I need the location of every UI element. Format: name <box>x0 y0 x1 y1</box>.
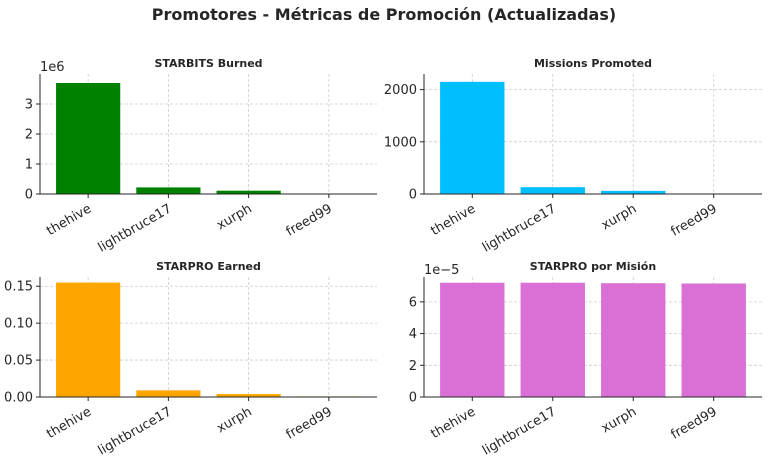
bar-lightbruce17 <box>520 282 585 397</box>
panel-title: Missions Promoted <box>534 57 652 70</box>
bar-xurph <box>601 190 666 194</box>
figure-title: Promotores - Métricas de Promoción (Actu… <box>152 5 616 24</box>
y-tick-label: 3 <box>25 98 33 113</box>
panel-title: STARPRO por Misión <box>530 260 656 273</box>
bar-xurph <box>601 283 666 397</box>
y-tick-label: 1000 <box>384 135 417 150</box>
y-tick-label: 0.10 <box>4 317 33 332</box>
y-tick-label: 0.00 <box>4 391 33 406</box>
bar-xurph <box>216 394 281 397</box>
panel-title: STARPRO Earned <box>156 260 261 273</box>
y-tick-label: 1 <box>25 158 33 173</box>
bar-freed99 <box>681 283 746 397</box>
bar-lightbruce17 <box>136 187 201 194</box>
axis-offset-label: 1e6 <box>40 60 65 75</box>
bar-lightbruce17 <box>136 390 201 397</box>
y-tick-label: 6 <box>409 295 417 310</box>
y-tick-label: 0 <box>409 391 417 406</box>
y-tick-label: 2 <box>25 128 33 143</box>
bar-thehive <box>56 83 121 194</box>
y-tick-label: 2000 <box>384 83 417 98</box>
bar-lightbruce17 <box>520 187 585 194</box>
bar-thehive <box>440 81 505 194</box>
y-tick-label: 0 <box>409 188 417 203</box>
y-tick-label: 0 <box>25 188 33 203</box>
panel-title: STARBITS Burned <box>154 57 262 70</box>
y-tick-label: 0.05 <box>4 354 33 369</box>
y-tick-label: 2 <box>409 359 417 374</box>
axis-offset-label: 1e−5 <box>424 263 459 278</box>
bar-thehive <box>440 282 505 397</box>
bar-thehive <box>56 282 121 397</box>
bar-xurph <box>216 190 281 194</box>
y-tick-label: 0.15 <box>4 280 33 295</box>
y-tick-label: 4 <box>409 327 417 342</box>
